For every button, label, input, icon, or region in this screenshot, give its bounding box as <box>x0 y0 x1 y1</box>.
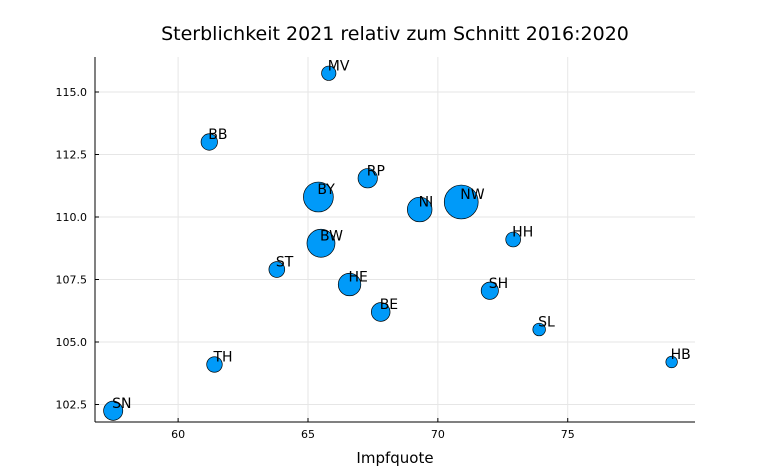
data-point-hh <box>505 231 521 248</box>
data-point-hb <box>665 355 678 369</box>
data-label-he: HE <box>349 270 368 286</box>
data-label-nw: NW <box>460 187 484 203</box>
data-label-by: BY <box>317 182 335 198</box>
y-tick-label: 115.0 <box>56 86 88 99</box>
data-label-hh: HH <box>512 225 533 241</box>
data-points <box>103 65 678 421</box>
data-point-st <box>268 261 286 278</box>
data-point-by <box>303 181 334 213</box>
x-tick-label: 75 <box>561 428 575 441</box>
y-tick-label: 110.0 <box>56 211 88 224</box>
chart-title: Sterblichkeit 2021 relativ zum Schnitt 2… <box>161 23 629 45</box>
axes <box>94 57 695 423</box>
data-point-sh <box>480 281 499 300</box>
tick-labels: 60 65 70 75 102.5 105.0 107.5 110.0 112.5 115.0 <box>56 86 575 441</box>
y-tick-label: 102.5 <box>56 399 88 412</box>
data-point-th <box>206 356 223 373</box>
y-tick-label: 107.5 <box>56 274 88 287</box>
data-point-nw <box>443 184 479 220</box>
data-label-hb: HB <box>671 347 691 363</box>
x-tick-label: 70 <box>431 428 445 441</box>
data-point-be <box>371 302 391 322</box>
data-label-bw: BW <box>320 228 343 244</box>
data-point-bb <box>200 133 218 151</box>
data-label-rp: RP <box>367 163 385 179</box>
x-tick-label: 60 <box>171 428 185 441</box>
data-label-sh: SH <box>489 276 508 292</box>
grid <box>95 57 695 422</box>
data-label-sl: SL <box>538 315 555 331</box>
x-tick-label: 65 <box>301 428 315 441</box>
x-axis-label: Impfquote <box>356 449 433 467</box>
data-point-mv <box>321 65 337 81</box>
data-point-bw <box>306 228 336 258</box>
data-label-be: BE <box>380 297 398 313</box>
data-label-th: TH <box>212 350 232 366</box>
data-label-bb: BB <box>208 127 227 143</box>
data-point-sn <box>103 400 124 421</box>
y-tick-label: 112.5 <box>56 149 88 162</box>
data-point-rp <box>357 168 378 189</box>
y-tick-label: 105.0 <box>56 336 88 349</box>
data-label-sn: SN <box>112 396 131 412</box>
data-point-ni <box>406 196 433 223</box>
data-label-mv: MV <box>328 58 350 74</box>
point-labels: MV BB RP BY NI NW HH BW ST HE SH BE SL TH HB SN <box>112 58 691 412</box>
data-label-ni: NI <box>419 195 434 211</box>
data-point-sl <box>532 322 546 337</box>
data-label-st: ST <box>276 255 294 271</box>
data-point-he <box>337 272 362 297</box>
